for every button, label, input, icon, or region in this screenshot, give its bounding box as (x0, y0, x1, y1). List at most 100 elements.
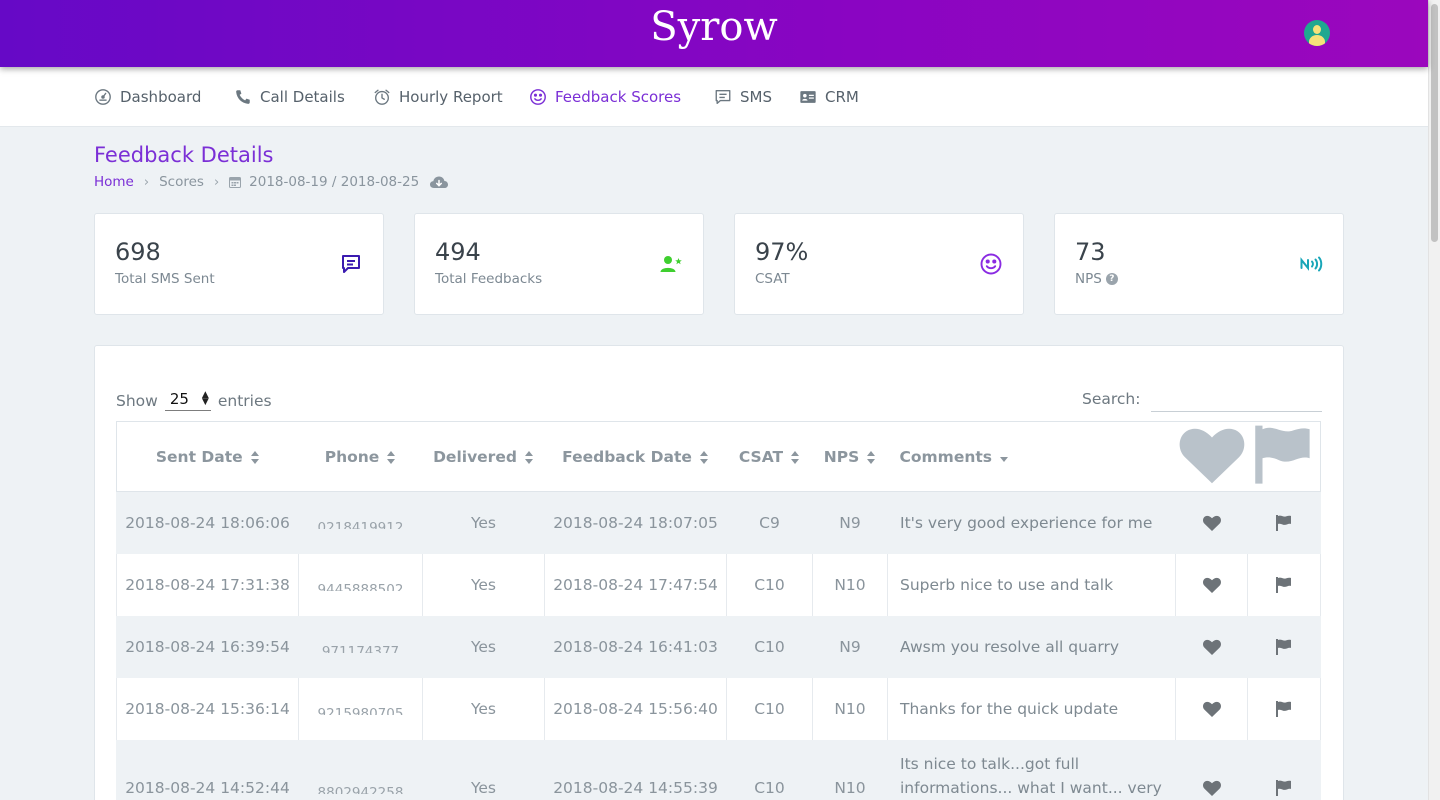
entries-length-control: Show 25 ▲ ▼ entries (116, 390, 272, 411)
stat-card-sms-sent: 698 Total SMS Sent (94, 213, 384, 315)
comment-cell: Superb nice to use and talk (887, 553, 1176, 616)
like-cell[interactable] (1175, 739, 1248, 800)
flag-icon[interactable] (1274, 514, 1294, 532)
date-range[interactable]: 2018-08-19 / 2018-08-25 (249, 174, 420, 190)
column-label: Delivered (433, 447, 517, 466)
entries-select-value: 25 (169, 390, 189, 408)
help-icon[interactable]: ? (1105, 273, 1118, 285)
col-flag (1247, 420, 1321, 493)
csat-cell: C10 (726, 553, 813, 616)
flag-icon[interactable] (1274, 779, 1294, 797)
breadcrumb-home[interactable]: Home (94, 174, 134, 190)
table-row[interactable]: 2018-08-24 16:39:54 971174377 Yes 2018-0… (116, 615, 1321, 678)
stat-card-total-feedbacks: 494 Total Feedbacks (414, 213, 704, 315)
heart-icon[interactable] (1202, 576, 1222, 594)
sort-icon (387, 450, 396, 464)
col-comments[interactable]: Comments (887, 420, 1176, 493)
stat-value: 97% (755, 238, 809, 266)
column-label: Sent Date (155, 447, 243, 466)
nfc-signal-icon (1300, 256, 1323, 272)
col-feedback-date[interactable]: Feedback Date (544, 420, 727, 493)
sent-date-cell: 2018-08-24 16:39:54 (116, 615, 299, 678)
nps-cell: N10 (812, 553, 888, 616)
like-cell[interactable] (1175, 615, 1248, 678)
scrollbar-thumb[interactable] (1431, 4, 1438, 242)
cloud-download-icon[interactable] (429, 174, 449, 190)
stat-label: CSAT (755, 271, 790, 287)
calendar-icon (229, 177, 242, 188)
nps-cell: N10 (812, 739, 888, 800)
feedback-date-cell: 2018-08-24 15:56:40 (544, 677, 727, 740)
heart-icon[interactable] (1202, 638, 1222, 656)
page-scrollbar[interactable] (1428, 0, 1440, 800)
flag-icon[interactable] (1274, 638, 1294, 656)
like-cell[interactable] (1175, 491, 1248, 554)
table-row[interactable]: 2018-08-24 17:31:38 9445888502 Yes 2018-… (116, 553, 1321, 616)
flag-icon[interactable] (1274, 700, 1294, 718)
flag-icon (1254, 425, 1310, 484)
flag-cell[interactable] (1247, 615, 1321, 678)
like-cell[interactable] (1175, 677, 1248, 740)
csat-cell: C10 (726, 615, 813, 678)
flag-cell[interactable] (1247, 677, 1321, 740)
comment-cell: Thanks for the quick update (887, 677, 1176, 740)
comment-cell: It's very good experience for me (887, 491, 1176, 554)
heart-icon[interactable] (1202, 700, 1222, 718)
nav-item-feedback-scores[interactable]: Feedback Scores (529, 87, 681, 107)
nav-item-call-details[interactable]: Call Details (234, 87, 345, 107)
nav-label: Feedback Scores (555, 88, 682, 106)
phone-number: 971174377 (321, 643, 400, 653)
app-logo[interactable]: Syrow (650, 4, 778, 50)
search-label: Search: (1082, 390, 1141, 408)
message-icon (715, 90, 731, 104)
nav-item-dashboard[interactable]: Dashboard (94, 87, 201, 107)
table-row[interactable]: 2018-08-24 14:52:44 8802942258 Yes 2018-… (116, 739, 1321, 800)
nav-item-hourly-report[interactable]: Hourly Report (373, 87, 503, 107)
col-sent-date[interactable]: Sent Date (116, 420, 299, 493)
flag-cell[interactable] (1247, 553, 1321, 616)
nav-item-crm[interactable]: CRM (799, 87, 859, 107)
flag-cell[interactable] (1247, 491, 1321, 554)
feedback-date-cell: 2018-08-24 18:07:05 (544, 491, 727, 554)
delivered-cell: Yes (422, 553, 545, 616)
stat-value: 494 (435, 238, 481, 266)
col-csat[interactable]: CSAT (726, 420, 813, 493)
user-avatar[interactable] (1304, 20, 1330, 46)
col-delivered[interactable]: Delivered (422, 420, 545, 493)
table-header-row: Sent Date Phone Delivered Feedback Date … (116, 420, 1321, 493)
feedback-date-cell: 2018-08-24 16:41:03 (544, 615, 727, 678)
stat-label: NPS (1075, 271, 1102, 287)
col-phone[interactable]: Phone (298, 420, 423, 493)
feedback-table: Sent Date Phone Delivered Feedback Date … (116, 420, 1321, 800)
phone-cell: 9445888502 (298, 553, 423, 616)
flag-icon[interactable] (1274, 576, 1294, 594)
column-label: Phone (324, 447, 380, 466)
top-bar: Syrow (0, 0, 1428, 67)
stat-value: 698 (115, 238, 161, 266)
dashboard-gauge-icon (95, 89, 111, 105)
nav-item-sms[interactable]: SMS (714, 87, 772, 107)
heart-icon[interactable] (1202, 779, 1222, 797)
col-like (1175, 420, 1248, 493)
stat-value: 73 (1075, 238, 1106, 266)
select-arrows-icon: ▲ ▼ (201, 390, 209, 407)
breadcrumb-scores[interactable]: Scores (159, 174, 204, 190)
delivered-cell: Yes (422, 677, 545, 740)
phone-cell: 0218419912 (298, 491, 423, 554)
sent-date-cell: 2018-08-24 18:06:06 (116, 491, 299, 554)
search-input[interactable] (1151, 390, 1322, 412)
col-nps[interactable]: NPS (812, 420, 888, 493)
phone-cell: 9215980705 (298, 677, 423, 740)
phone-icon (236, 90, 250, 104)
table-row[interactable]: 2018-08-24 18:06:06 0218419912 Yes 2018-… (116, 491, 1321, 554)
table-row[interactable]: 2018-08-24 15:36:14 9215980705 Yes 2018-… (116, 677, 1321, 740)
stat-label: Total Feedbacks (435, 271, 543, 287)
heart-icon[interactable] (1202, 514, 1222, 532)
breadcrumb: Home › Scores › 2018-08-19 / 2018-08-25 (94, 174, 449, 190)
flag-cell[interactable] (1247, 739, 1321, 800)
column-label: NPS (823, 447, 860, 466)
like-cell[interactable] (1175, 553, 1248, 616)
smiley-icon (530, 89, 546, 105)
phone-number: 9445888502 (317, 581, 404, 591)
entries-select[interactable]: 25 ▲ ▼ (164, 390, 211, 411)
